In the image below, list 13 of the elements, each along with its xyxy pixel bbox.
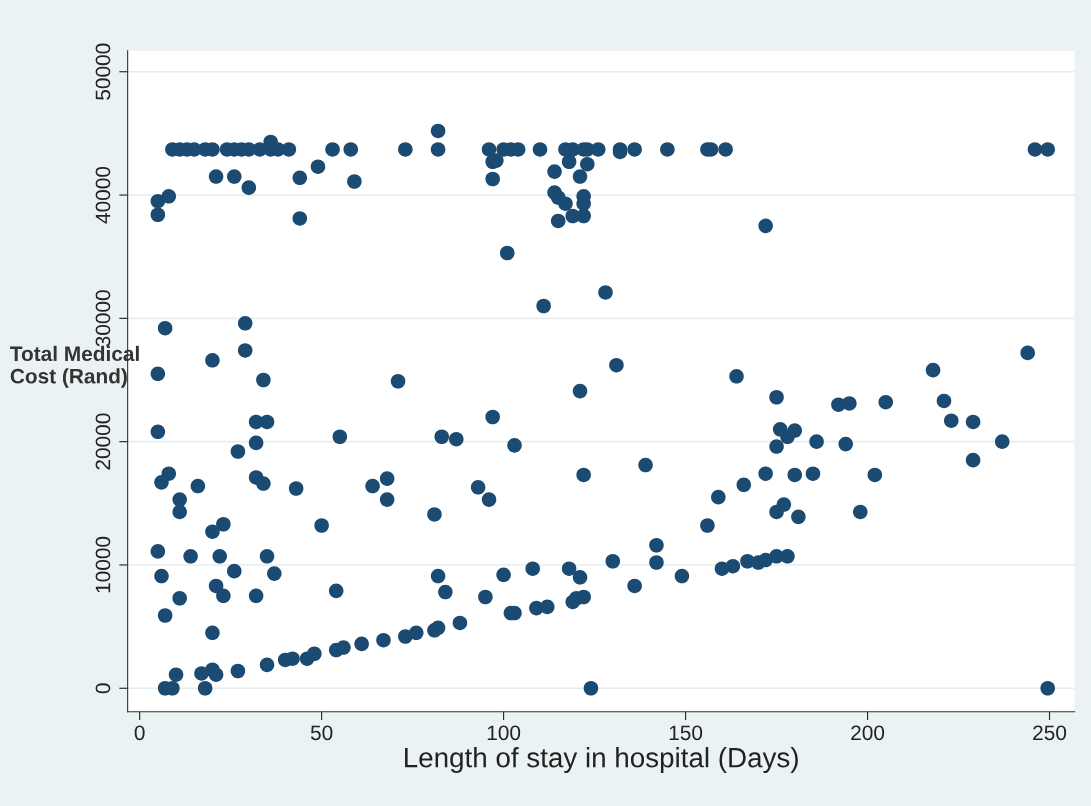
x-tick-label: 0 xyxy=(134,725,145,741)
y-tick-label: 0 xyxy=(95,683,111,694)
x-tick-label: 150 xyxy=(669,725,703,741)
x-axis-title: Length of stay in hospital (Days) xyxy=(405,747,798,773)
x-tick-label: 200 xyxy=(851,725,885,741)
y-tick-label: 20000 xyxy=(95,413,111,470)
x-tick-label: 250 xyxy=(1033,725,1067,741)
x-tick-label: 100 xyxy=(487,725,521,741)
x-tick-label: 50 xyxy=(310,725,333,741)
y-tick-label: 10000 xyxy=(95,536,111,593)
y-tick-label: 40000 xyxy=(95,166,111,224)
y-tick-label: 50000 xyxy=(95,43,111,100)
y-tick-label: 30000 xyxy=(95,290,111,347)
